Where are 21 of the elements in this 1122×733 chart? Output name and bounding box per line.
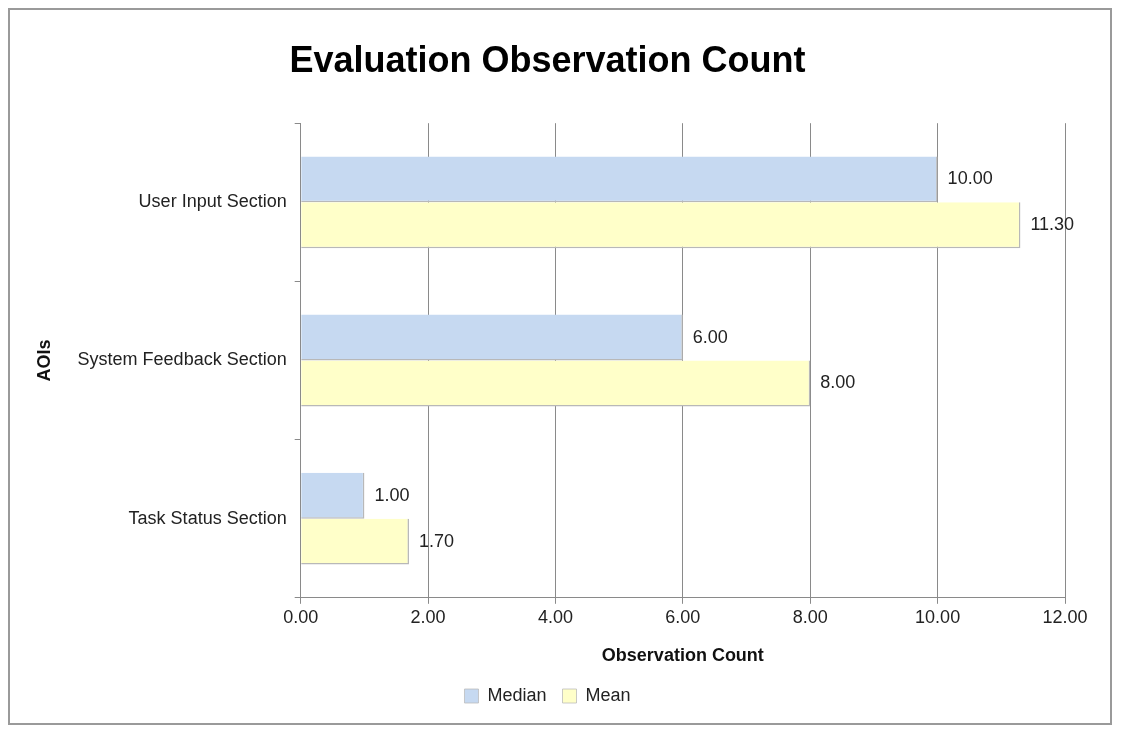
y-axis-title: AOIs <box>33 339 54 382</box>
data-label: 6.00 <box>692 326 728 347</box>
x-tick-label: 2.00 <box>410 606 446 627</box>
chart-title: Evaluation Observation Count <box>289 38 806 80</box>
y-tick-label: User Input Section <box>138 191 287 212</box>
x-tick-label: 6.00 <box>665 606 701 627</box>
data-label: 10.00 <box>947 168 993 189</box>
legend-label: Median <box>487 684 547 705</box>
x-tick-label: 0.00 <box>283 606 319 627</box>
data-label: 8.00 <box>820 372 856 393</box>
x-tick-label: 12.00 <box>1042 606 1088 627</box>
x-tick-label: 4.00 <box>537 606 573 627</box>
y-tick-label: Task Status Section <box>128 507 287 528</box>
x-tick-label: 8.00 <box>792 606 828 627</box>
data-label: 1.00 <box>374 484 410 505</box>
data-label: 11.30 <box>1030 214 1075 235</box>
y-tick-label: System Feedback Section <box>77 349 287 370</box>
x-axis-title: Observation Count <box>601 645 764 666</box>
data-label: 1.70 <box>418 530 455 551</box>
x-tick-label: 10.00 <box>915 606 961 627</box>
legend-label: Mean <box>585 684 631 705</box>
